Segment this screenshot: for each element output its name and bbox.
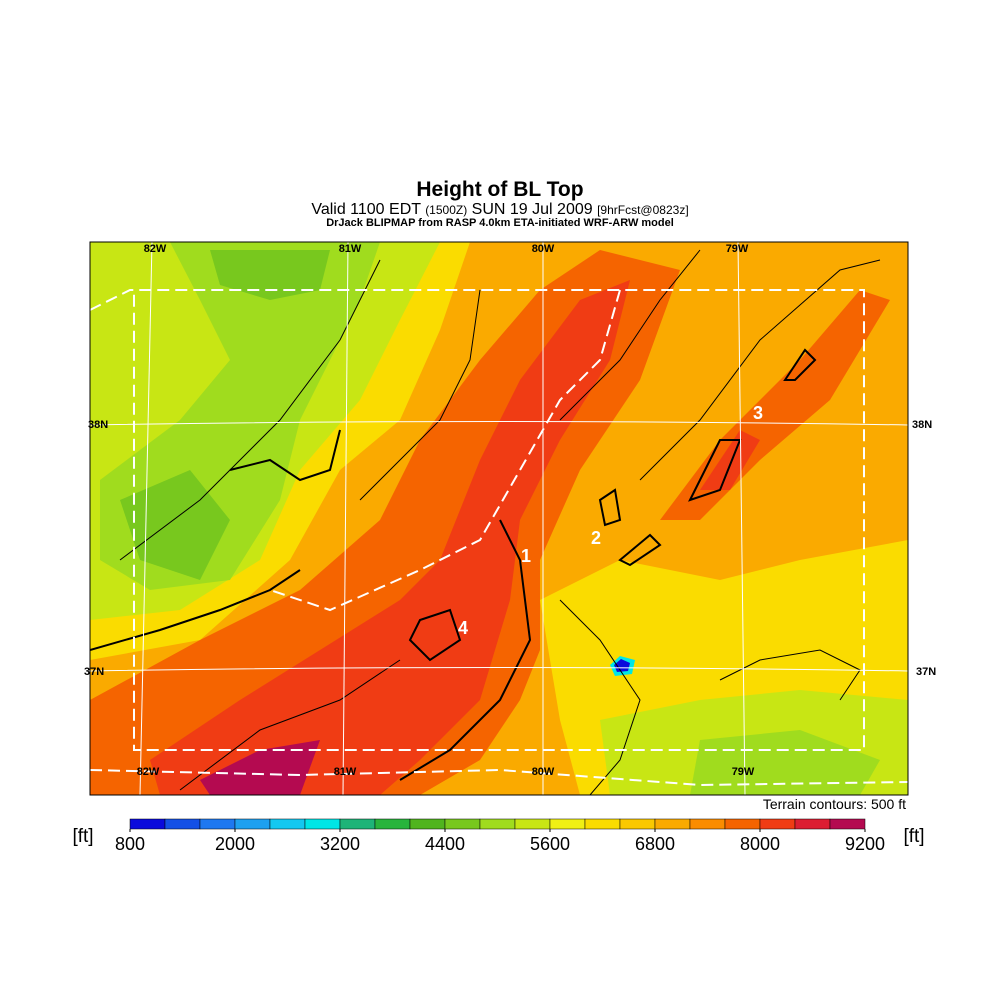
lon-label: 79W	[726, 243, 749, 255]
colorbar-tick-label: 8000	[740, 834, 780, 854]
colorbar-tick-label: 5600	[530, 834, 570, 854]
terrain-contour	[408, 608, 462, 662]
colorbar-tick-label: 2000	[215, 834, 255, 854]
lat-label: 38N	[912, 419, 932, 431]
colorbar-unit: [ft]	[72, 826, 93, 847]
title: Height of BL Top	[416, 178, 583, 201]
terrain-contour	[559, 599, 641, 795]
terrain-contour	[559, 249, 701, 421]
colorbar-box	[129, 818, 166, 830]
shade-region	[700, 430, 760, 490]
graticule	[90, 242, 908, 795]
colorbar-box	[164, 818, 201, 830]
lon-label: 82W	[144, 243, 167, 255]
shade-region	[210, 250, 330, 300]
site-marker: 3	[753, 403, 763, 423]
site-marker: 2	[591, 528, 601, 548]
subtitle: Valid 1100 EDT (1500Z) SUN 19 Jul 2009 […	[311, 201, 688, 218]
shade-region	[614, 659, 630, 672]
colorbar-box	[409, 818, 446, 830]
lat-label: 38N	[88, 419, 108, 431]
colorbar-tick-label: 6800	[635, 834, 675, 854]
colorbar-tick-label: 9200	[845, 834, 885, 854]
colorbar-box	[234, 818, 271, 830]
terrain-contour	[229, 429, 341, 482]
terrain-contour	[783, 348, 817, 381]
lon-line	[139, 242, 153, 795]
shade-region	[690, 730, 880, 795]
colorbar-box	[759, 818, 796, 830]
colorbar-box	[794, 818, 831, 830]
colorbar-unit: [ft]	[903, 826, 924, 847]
colorbar-box	[374, 818, 411, 830]
terrain-contour	[598, 488, 622, 527]
colorbar-box	[829, 818, 866, 830]
terrain-contour	[179, 659, 401, 791]
subtitle-part: [9hrFcst@0823z]	[597, 203, 689, 217]
colorbar-box	[619, 818, 656, 830]
lat-line	[90, 421, 908, 426]
terrain-contour	[618, 533, 662, 567]
lon-label: 81W	[334, 766, 357, 778]
terrain-contour	[639, 259, 881, 481]
lon-label: 80W	[532, 243, 555, 255]
map-frame	[89, 241, 909, 796]
terrain-contour	[688, 439, 742, 502]
colorbar-box	[514, 818, 551, 830]
shade-region	[660, 290, 890, 520]
subtitle-part: SUN 19 Jul 2009	[472, 201, 593, 218]
colorbar-tick-label: 3200	[320, 834, 360, 854]
shade-region	[200, 740, 320, 795]
site-marker: 4	[458, 618, 468, 638]
subtitle-part: Valid 1100 EDT	[311, 201, 421, 218]
map-field	[90, 242, 908, 795]
colorbar-box	[444, 818, 481, 830]
subtitle-part: (1500Z)	[425, 203, 467, 217]
terrain-contour	[119, 259, 381, 561]
colorbar-box	[689, 818, 726, 830]
colorbar-tick-label: 4400	[425, 834, 465, 854]
colorbar-box	[269, 818, 306, 830]
credit: DrJack BLIPMAP from RASP 4.0km ETA-initi…	[326, 217, 674, 229]
terrain-contour	[90, 569, 301, 651]
colorbar-box	[479, 818, 516, 830]
contour-note: Terrain contours: 500 ft	[763, 796, 906, 812]
colorbar-box	[584, 818, 621, 830]
domain-boundary	[90, 289, 865, 751]
lat-label: 37N	[84, 666, 104, 678]
lon-label: 81W	[339, 243, 362, 255]
lon-line	[342, 242, 349, 795]
colorbar-box	[549, 818, 586, 830]
lon-label: 82W	[137, 766, 160, 778]
colorbar-box	[339, 818, 376, 830]
terrain-contour	[359, 289, 481, 501]
colorbar-tick-label: 800	[115, 834, 145, 854]
terrain-contour	[719, 649, 861, 701]
terrain-contour	[399, 519, 532, 781]
lon-label: 79W	[732, 766, 755, 778]
colorbar-box	[654, 818, 691, 830]
lon-line	[737, 242, 746, 795]
lat-label: 37N	[916, 666, 936, 678]
colorbar-box	[724, 818, 761, 830]
colorbar-box	[199, 818, 236, 830]
shade-region	[150, 280, 630, 795]
site-marker: 1	[521, 546, 531, 566]
colorbar: 800 2000 3200 4400 5600 6800 8000 9200 [ft] [ft]	[72, 818, 925, 854]
lat-line	[90, 667, 908, 672]
map-labels: 82W 81W 80W 79W 82W 81W 80W 79W 38N 37N 38N 37N 1 2 3 4…	[84, 243, 936, 812]
colorbar-box	[304, 818, 341, 830]
lon-label: 80W	[532, 766, 555, 778]
